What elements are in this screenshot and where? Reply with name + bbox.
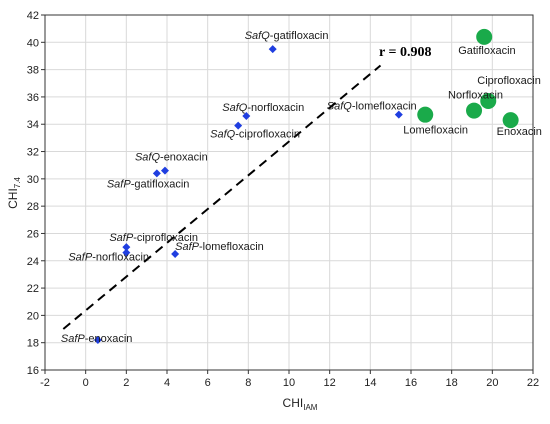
y-tick-label: 20 [27, 310, 39, 322]
y-tick-label: 26 [27, 228, 39, 240]
point-label-suffix: -norfloxacin [247, 102, 304, 114]
x-tick-label: 22 [527, 377, 539, 389]
point-label-suffix: -enoxacin [160, 152, 208, 164]
circle-point [480, 93, 497, 110]
x-tick-label: 0 [83, 377, 89, 389]
x-tick-label: 4 [164, 377, 170, 389]
y-axis-title-main: CHI [6, 188, 20, 209]
y-tick-label: 36 [27, 92, 39, 104]
y-axis-title-sub: 7.4 [13, 177, 22, 189]
x-tick-label: 2 [123, 377, 129, 389]
x-tick-label: 18 [446, 377, 458, 389]
y-tick-label: 22 [27, 283, 39, 295]
point-label: SafP-norfloxacin [68, 252, 149, 264]
point-label-suffix: -ciprofloxacin [235, 129, 300, 141]
y-tick-label: 38 [27, 65, 39, 77]
y-tick-label: 40 [27, 37, 39, 49]
diamond-point [122, 248, 131, 257]
point-label: SafQ-norfloxacin [222, 102, 304, 114]
point-label: Gatifloxacin [458, 45, 515, 57]
x-axis-title-main: CHI [283, 396, 304, 410]
y-axis-title: CHI7.4 [6, 177, 22, 209]
point-label-prefix: SafQ [222, 102, 248, 114]
diamond-point [171, 249, 180, 258]
trendline-layer [62, 64, 382, 330]
y-tick-label: 24 [27, 256, 39, 268]
diamond-point [268, 45, 277, 54]
point-label: Norfloxacin [448, 90, 503, 102]
circle-point [502, 112, 519, 129]
point-label: SafP-lomefloxacin [175, 241, 264, 253]
y-tick-label: 18 [27, 338, 39, 350]
point-label-suffix: -gatifloxacin [131, 178, 190, 190]
point-label: Ciprofloxacin [477, 75, 541, 87]
point-label-prefix: SafP [61, 333, 86, 345]
x-tick-label: 6 [205, 377, 211, 389]
point-label: Enoxacin [497, 126, 542, 138]
regression-trendline [62, 64, 382, 330]
y-tick-label: 42 [27, 10, 39, 22]
point-label-suffix: -enoxacin [85, 333, 133, 345]
circle-point [417, 106, 434, 123]
diamond-point [122, 243, 131, 252]
diamond-point [242, 112, 251, 121]
circle-point [476, 28, 493, 45]
point-label-suffix: -lomefloxacin [352, 101, 417, 113]
x-tick-label: 10 [283, 377, 295, 389]
tick-labels-layer: -2 0 2 4 6 8 10 12 14 16 18 20 221618202224262830323… [27, 10, 539, 389]
point-labels-layer: SafQ-gatifloxacinSafQ-norfloxacinSafQ-ci… [61, 30, 542, 345]
y-tick-label: 28 [27, 201, 39, 213]
point-label: SafP-enoxacin [61, 333, 133, 345]
point-label: SafQ-enoxacin [135, 152, 208, 164]
point-label: SafQ-ciprofloxacin [210, 129, 300, 141]
x-tick-label: -2 [40, 377, 50, 389]
point-label-prefix: SafQ [135, 152, 161, 164]
x-axis-title: CHIIAM [283, 396, 318, 412]
x-tick-label: 16 [405, 377, 417, 389]
point-label-prefix: SafQ [245, 30, 271, 42]
point-label-prefix: SafP [175, 241, 200, 253]
point-label: Lomefloxacin [403, 125, 468, 137]
y-tick-label: 16 [27, 365, 39, 377]
x-tick-label: 8 [245, 377, 251, 389]
point-label-prefix: SafP [109, 232, 134, 244]
point-label-suffix: -ciprofloxacin [133, 232, 198, 244]
y-tick-label: 34 [27, 119, 39, 131]
diamond-point [160, 166, 169, 175]
point-label: SafP-gatifloxacin [107, 178, 190, 190]
point-label: SafQ-lomefloxacin [327, 101, 417, 113]
diamond-point [93, 335, 102, 344]
y-tick-label: 32 [27, 147, 39, 159]
point-label-prefix: SafP [107, 178, 132, 190]
x-tick-label: 20 [486, 377, 498, 389]
grid-layer [45, 15, 533, 370]
point-label-prefix: SafQ [327, 101, 353, 113]
point-label: SafQ-gatifloxacin [245, 30, 329, 42]
diamond-point [394, 110, 403, 119]
point-label: SafP-ciprofloxacin [109, 232, 198, 244]
point-label-prefix: SafP [68, 252, 93, 264]
point-label-prefix: SafQ [210, 129, 236, 141]
point-label-suffix: -gatifloxacin [270, 30, 329, 42]
x-tick-label: 14 [364, 377, 376, 389]
marks-layer [93, 28, 519, 344]
x-tick-label: 12 [324, 377, 336, 389]
x-axis-title-sub: IAM [303, 403, 318, 412]
correlation-annotation: r = 0.908 [379, 45, 431, 60]
point-label-suffix: -lomefloxacin [199, 241, 264, 253]
point-label-suffix: -norfloxacin [92, 252, 149, 264]
y-tick-label: 30 [27, 174, 39, 186]
diamond-point [234, 121, 243, 130]
circle-point [466, 102, 483, 119]
diamond-point [152, 169, 161, 178]
